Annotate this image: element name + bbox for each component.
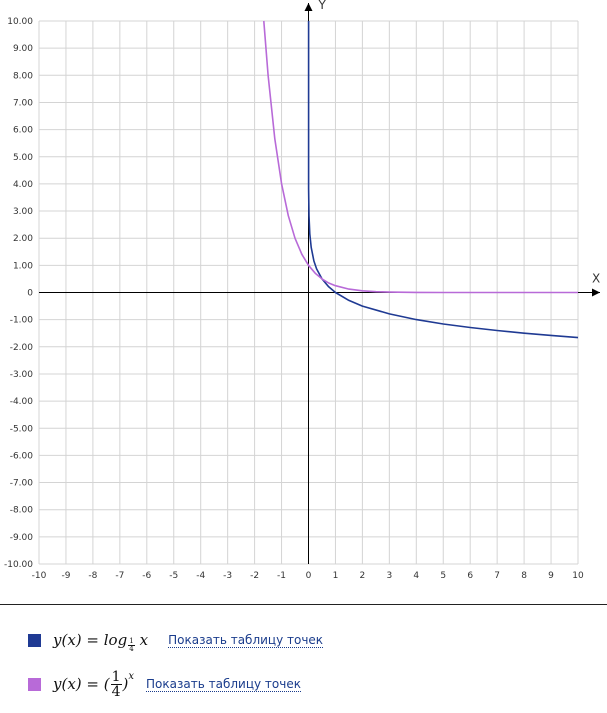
y-tick-label: -1.00 xyxy=(10,316,34,326)
x-tick-label: 3 xyxy=(386,571,392,581)
formula-exp-fraction: 1 4 xyxy=(110,668,122,700)
formula-exp: y(x) = ( 1 4 ) x xyxy=(53,670,134,699)
legend-swatch-log xyxy=(28,633,41,647)
axes xyxy=(39,3,600,564)
x-axis-arrow xyxy=(592,288,600,297)
x-tick-label: -10 xyxy=(32,571,47,581)
curve-quarter-power-x xyxy=(263,20,578,294)
y-tick-label: -10.00 xyxy=(4,560,33,570)
y-tick-label: 6.00 xyxy=(13,126,33,136)
legend-swatch-exp xyxy=(28,677,41,691)
x-tick-label: 2 xyxy=(360,571,366,581)
show-points-table-link-log[interactable]: Показать таблицу точек xyxy=(168,632,324,648)
x-tick-label: 0 xyxy=(306,571,312,581)
x-tick-label: 6 xyxy=(467,571,473,581)
y-tick-label: 8.00 xyxy=(13,71,33,81)
curves xyxy=(263,20,579,339)
y-tick-labels: 10.00 9.00 8.00 7.00 6.00 5.00 4.00 3.00 2.00 1.0… xyxy=(4,17,33,570)
y-tick-label: 7.00 xyxy=(13,98,33,108)
formula-exp-lhs: y(x) = ( xyxy=(53,675,110,693)
x-tick-label: 8 xyxy=(521,571,527,581)
x-tick-label: -2 xyxy=(250,571,259,581)
x-tick-label: -1 xyxy=(277,571,286,581)
x-tick-label: 4 xyxy=(413,571,419,581)
legend-divider xyxy=(0,604,607,605)
x-axis-label: X xyxy=(592,272,600,286)
formula-exp-frac-den: 4 xyxy=(111,683,121,700)
y-tick-label: 0 xyxy=(27,289,33,299)
x-tick-label: -5 xyxy=(169,571,178,581)
formula-log-arg: x xyxy=(139,631,149,649)
formula-log-base-den: 4 xyxy=(129,644,134,653)
function-plot: -10 -9 -8 -7 -6 -5 -4 -3 -2 -1 0 1 2 3 4 5 6 7 8 9 10 10.009… xyxy=(4,0,600,581)
curve-log-base-quarter xyxy=(307,21,579,339)
formula-log-base: 1 4 xyxy=(128,636,135,653)
formula-exp-frac-num: 1 xyxy=(110,668,122,685)
x-tick-label: 9 xyxy=(548,571,554,581)
x-tick-label: -4 xyxy=(196,571,205,581)
legend-item-exp: y(x) = ( 1 4 ) x Показать таблицу точек xyxy=(28,670,301,699)
x-tick-label: -3 xyxy=(223,571,232,581)
x-tick-label: -6 xyxy=(142,571,151,581)
formula-log-base-num: 1 xyxy=(128,636,135,646)
y-tick-label: 5.00 xyxy=(13,153,33,163)
x-tick-label: 10 xyxy=(572,571,584,581)
x-tick-label: -9 xyxy=(61,571,70,581)
y-tick-label: -3.00 xyxy=(10,370,34,380)
y-tick-label: -6.00 xyxy=(10,451,34,461)
y-tick-label: -8.00 xyxy=(10,506,34,516)
x-tick-label: 1 xyxy=(333,571,339,581)
y-tick-label: -5.00 xyxy=(10,424,34,434)
formula-log: y(x) = log 1 4 x xyxy=(53,631,149,652)
y-axis-label: Y xyxy=(318,0,327,12)
y-tick-label: 3.00 xyxy=(13,207,33,217)
y-tick-label: 10.00 xyxy=(7,17,33,27)
formula-exp-exponent: x xyxy=(128,670,135,682)
x-tick-label: 7 xyxy=(494,571,500,581)
y-tick-label: 2.00 xyxy=(13,234,33,244)
formula-exp-rparen: ) xyxy=(122,675,129,693)
y-tick-label: -4.00 xyxy=(10,397,34,407)
x-tick-label: -8 xyxy=(88,571,97,581)
y-axis-arrow xyxy=(304,3,313,11)
x-tick-label: -7 xyxy=(115,571,124,581)
x-tick-labels: -10 -9 -8 -7 -6 -5 -4 -3 -2 -1 0 1 2 3 4 5 6 7 8 9 10 xyxy=(32,571,584,581)
y-tick-label: 9.00 xyxy=(13,44,33,54)
y-tick-label: -7.00 xyxy=(10,479,34,489)
y-tick-label: 1.00 xyxy=(13,261,33,271)
legend-item-log: y(x) = log 1 4 x Показать таблицу точек xyxy=(28,627,324,653)
x-tick-label: 5 xyxy=(440,571,446,581)
y-tick-label: -2.00 xyxy=(10,343,34,353)
y-tick-label: -9.00 xyxy=(10,533,34,543)
formula-log-lhs: y(x) = log xyxy=(53,631,128,649)
y-tick-label: 4.00 xyxy=(13,180,33,190)
show-points-table-link-exp[interactable]: Показать таблицу точек xyxy=(146,676,301,692)
